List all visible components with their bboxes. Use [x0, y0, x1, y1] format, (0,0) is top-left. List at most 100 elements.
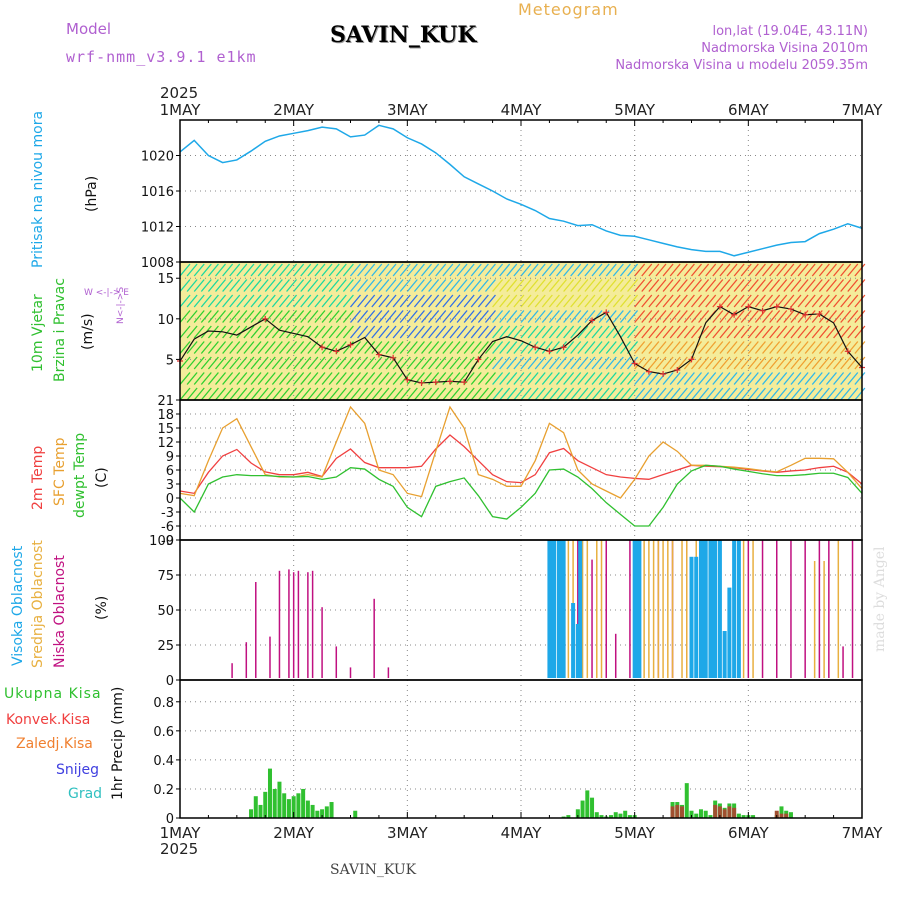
station-title: SAVIN_KUK [330, 22, 477, 48]
wind-barb [193, 325, 205, 339]
wind-barb [577, 387, 589, 401]
wind-barb [222, 263, 234, 277]
wind-barb [435, 341, 447, 354]
wind-barb [300, 372, 312, 385]
wind-barb [286, 263, 298, 277]
wind-barb [662, 279, 674, 292]
wind-barb [399, 279, 411, 292]
wind-barb [570, 341, 582, 354]
wind-barb [662, 356, 674, 370]
temp-tick-label: 9 [166, 450, 174, 465]
wind-gust-point [660, 371, 667, 378]
wind-barb [520, 372, 532, 385]
wind-barb [200, 279, 212, 292]
wind-barb [364, 325, 376, 339]
wind-barb [712, 356, 724, 370]
wind-barb [804, 310, 816, 323]
wind-barb [399, 263, 411, 277]
wind-barb [676, 263, 688, 277]
wind-barb [804, 341, 816, 354]
cloud-bar [245, 642, 248, 678]
cloud-bar [689, 556, 694, 678]
wind-barb [854, 310, 866, 323]
cloud-bar [671, 540, 674, 678]
wind-barb [342, 310, 354, 323]
wind-barb [556, 372, 568, 385]
wind-barb [293, 310, 305, 323]
wind-barb [676, 325, 688, 339]
wind-barb [200, 263, 212, 277]
wind-barb [179, 263, 191, 277]
wind-barb [207, 372, 219, 385]
wind-barb [484, 341, 496, 354]
temp-tick-label: 15 [157, 422, 174, 437]
wind-barb [563, 356, 575, 370]
precip-bar [713, 804, 718, 818]
wind-barb [847, 387, 859, 401]
wind-barb [435, 294, 447, 308]
wind-barb [534, 356, 546, 370]
wind-barb [321, 341, 333, 354]
wind-gust-point [333, 348, 340, 355]
wind-barb [662, 294, 674, 308]
wind-barb [733, 387, 745, 401]
wind-barb [186, 310, 198, 323]
wind-barb [307, 279, 319, 292]
wind-gust-point [802, 311, 809, 318]
wind-tick-label: 15 [157, 272, 174, 287]
wind-barb [449, 279, 461, 292]
wind-barb [236, 387, 248, 401]
wind-barb [300, 263, 312, 277]
wind-barb [847, 356, 859, 370]
wind-barb [243, 372, 255, 385]
cloud-bar [559, 540, 564, 678]
pressure-tick-label: 1016 [141, 185, 174, 200]
wind-barb [563, 294, 575, 308]
wind-barb [229, 341, 241, 354]
wind-barb [619, 356, 631, 370]
wind-barb [534, 294, 546, 308]
wind-barb [563, 372, 575, 385]
wind-barb [207, 263, 219, 277]
wind-barb [584, 387, 596, 401]
cloud-bar [742, 540, 745, 678]
wind-gust-point [404, 376, 411, 383]
wind-barb [548, 372, 560, 385]
wind-barb [584, 356, 596, 370]
wind-barb [300, 356, 312, 370]
wind-barb [179, 356, 191, 370]
cloud-tick-label: 100 [149, 534, 174, 549]
wind-barb [286, 356, 298, 370]
wind-barb [442, 263, 454, 277]
wind-barb [655, 294, 667, 308]
cloud-bar [552, 540, 557, 678]
wind-barb [719, 325, 731, 339]
wind-barb [484, 310, 496, 323]
wind-barb [350, 325, 361, 339]
wind-barb [470, 263, 482, 277]
wind-barb [286, 294, 298, 308]
wind-barb [669, 325, 681, 339]
wind-barb [477, 279, 489, 292]
wind-barb [691, 310, 702, 323]
wind-barb [222, 387, 234, 401]
wind-barb [513, 263, 525, 277]
wind-barb [705, 263, 717, 277]
wind-barb [456, 325, 468, 339]
wind-barb [740, 372, 752, 385]
wind-barb [179, 310, 191, 323]
wind-barb [271, 263, 283, 277]
precip-bar [722, 809, 727, 818]
precip-bar [689, 810, 694, 818]
wind-barb [754, 356, 766, 370]
wind-barb [527, 356, 539, 370]
wind-barb [776, 387, 788, 401]
wind-barb [769, 294, 781, 308]
wind-barb [726, 279, 738, 292]
wind-barb [342, 263, 354, 277]
cloud-bar [710, 540, 715, 678]
wind-barb [413, 294, 425, 308]
wind-barb [421, 294, 433, 308]
wind-barb [463, 263, 475, 277]
wind-barb [619, 263, 631, 277]
